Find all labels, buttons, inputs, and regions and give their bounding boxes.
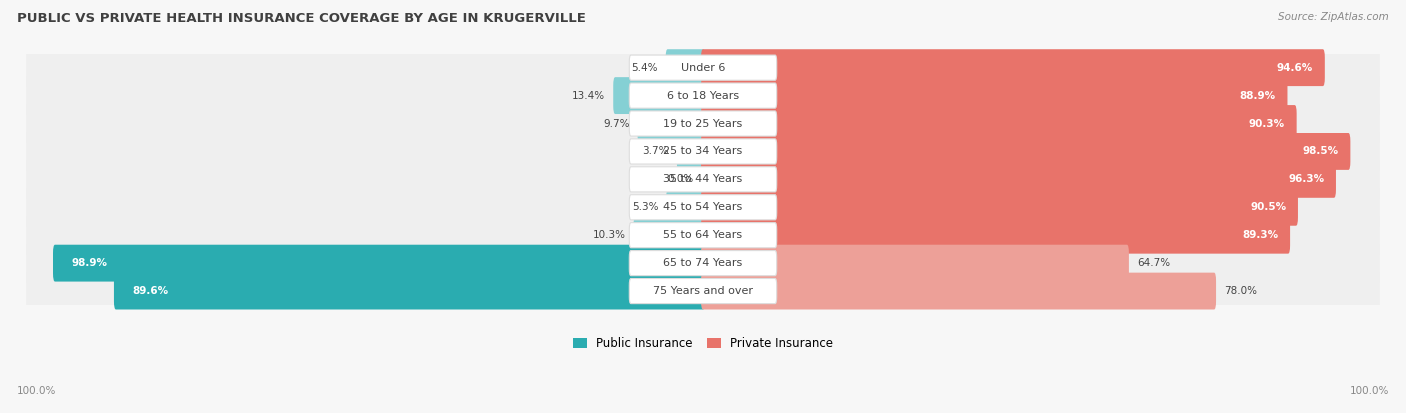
- FancyBboxPatch shape: [676, 133, 704, 170]
- FancyBboxPatch shape: [634, 217, 704, 254]
- FancyBboxPatch shape: [27, 103, 1379, 144]
- FancyBboxPatch shape: [613, 77, 704, 114]
- FancyBboxPatch shape: [27, 187, 1379, 228]
- FancyBboxPatch shape: [630, 139, 776, 164]
- Text: 6 to 18 Years: 6 to 18 Years: [666, 90, 740, 101]
- Text: 78.0%: 78.0%: [1223, 286, 1257, 296]
- FancyBboxPatch shape: [630, 111, 776, 136]
- FancyBboxPatch shape: [702, 245, 1129, 282]
- FancyBboxPatch shape: [702, 161, 1336, 198]
- Text: 10.3%: 10.3%: [593, 230, 626, 240]
- FancyBboxPatch shape: [27, 159, 1379, 199]
- FancyBboxPatch shape: [630, 195, 776, 220]
- FancyBboxPatch shape: [666, 189, 704, 226]
- FancyBboxPatch shape: [702, 273, 1216, 309]
- Text: 94.6%: 94.6%: [1277, 63, 1313, 73]
- FancyBboxPatch shape: [702, 217, 1291, 254]
- Text: 5.3%: 5.3%: [631, 202, 658, 212]
- FancyBboxPatch shape: [630, 251, 776, 276]
- Text: 19 to 25 Years: 19 to 25 Years: [664, 119, 742, 128]
- Text: 90.3%: 90.3%: [1249, 119, 1285, 128]
- FancyBboxPatch shape: [630, 223, 776, 248]
- Text: 45 to 54 Years: 45 to 54 Years: [664, 202, 742, 212]
- Text: 13.4%: 13.4%: [572, 90, 606, 101]
- FancyBboxPatch shape: [630, 278, 776, 304]
- Text: PUBLIC VS PRIVATE HEALTH INSURANCE COVERAGE BY AGE IN KRUGERVILLE: PUBLIC VS PRIVATE HEALTH INSURANCE COVER…: [17, 12, 586, 25]
- Text: 5.4%: 5.4%: [631, 63, 658, 73]
- Text: 55 to 64 Years: 55 to 64 Years: [664, 230, 742, 240]
- FancyBboxPatch shape: [665, 49, 704, 86]
- Text: 35 to 44 Years: 35 to 44 Years: [664, 174, 742, 184]
- FancyBboxPatch shape: [114, 273, 704, 309]
- Text: 9.7%: 9.7%: [603, 119, 630, 128]
- Text: 75 Years and over: 75 Years and over: [652, 286, 754, 296]
- Text: 100.0%: 100.0%: [1350, 387, 1389, 396]
- Text: Under 6: Under 6: [681, 63, 725, 73]
- FancyBboxPatch shape: [27, 47, 1379, 88]
- Text: 100.0%: 100.0%: [17, 387, 56, 396]
- Text: 25 to 34 Years: 25 to 34 Years: [664, 147, 742, 157]
- Text: 98.5%: 98.5%: [1302, 147, 1339, 157]
- FancyBboxPatch shape: [27, 271, 1379, 311]
- FancyBboxPatch shape: [27, 243, 1379, 283]
- Legend: Public Insurance, Private Insurance: Public Insurance, Private Insurance: [568, 332, 838, 354]
- FancyBboxPatch shape: [630, 83, 776, 108]
- FancyBboxPatch shape: [27, 76, 1379, 116]
- Text: 89.6%: 89.6%: [132, 286, 169, 296]
- FancyBboxPatch shape: [702, 49, 1324, 86]
- FancyBboxPatch shape: [27, 215, 1379, 255]
- Text: 0.0%: 0.0%: [666, 174, 693, 184]
- FancyBboxPatch shape: [702, 77, 1288, 114]
- Text: 88.9%: 88.9%: [1240, 90, 1275, 101]
- FancyBboxPatch shape: [702, 133, 1350, 170]
- FancyBboxPatch shape: [630, 55, 776, 80]
- FancyBboxPatch shape: [702, 105, 1296, 142]
- Text: 96.3%: 96.3%: [1288, 174, 1324, 184]
- FancyBboxPatch shape: [630, 167, 776, 192]
- Text: 89.3%: 89.3%: [1241, 230, 1278, 240]
- Text: 98.9%: 98.9%: [72, 258, 107, 268]
- FancyBboxPatch shape: [637, 105, 704, 142]
- Text: 3.7%: 3.7%: [643, 147, 669, 157]
- FancyBboxPatch shape: [27, 131, 1379, 171]
- Text: Source: ZipAtlas.com: Source: ZipAtlas.com: [1278, 12, 1389, 22]
- Text: 90.5%: 90.5%: [1250, 202, 1286, 212]
- FancyBboxPatch shape: [702, 189, 1298, 226]
- Text: 65 to 74 Years: 65 to 74 Years: [664, 258, 742, 268]
- Text: 64.7%: 64.7%: [1137, 258, 1170, 268]
- FancyBboxPatch shape: [53, 245, 704, 282]
